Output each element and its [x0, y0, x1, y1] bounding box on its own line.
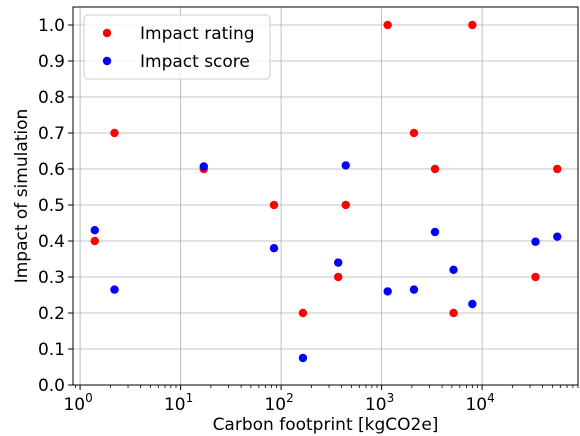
y-tick-label: 0.7 [38, 124, 65, 144]
y-tick-label: 0.3 [38, 268, 65, 288]
y-axis-label: Impact of simulation [12, 109, 32, 284]
axis-ticks: 0.0 0.1 0.2 0.3 0.4 0.5 0.6 0.7 0.8 0.9 1.0 100 101 1… [38, 16, 579, 415]
scatter-point [449, 308, 458, 318]
y-tick-label: 1.0 [38, 16, 65, 36]
scatter-point [531, 272, 540, 282]
legend-box [83, 14, 271, 80]
scatter-point [553, 164, 562, 174]
x-tick-label: 104 [465, 391, 494, 415]
y-tick-label: 0.5 [38, 196, 65, 216]
scatter-point [341, 161, 350, 170]
legend: Impact rating Impact score [83, 14, 271, 80]
scatter-point [110, 285, 119, 294]
scatter-point [90, 226, 99, 235]
scatter-point [341, 200, 350, 210]
legend-label: Impact rating [140, 24, 255, 44]
scatter-point [269, 244, 279, 253]
scatter-point [409, 128, 419, 138]
x-tick-label: 103 [365, 391, 394, 415]
x-axis-label: Carbon footprint [kgCO2e] [213, 415, 439, 435]
y-tick-label: 0.8 [38, 88, 65, 108]
y-tick-label: 0.2 [38, 304, 65, 324]
scatter-point [269, 200, 279, 210]
data-points [90, 20, 562, 363]
scatter-point [334, 272, 343, 282]
x-tick-label: 100 [63, 391, 92, 415]
y-tick-label: 0.1 [38, 340, 65, 360]
y-tick-label: 0.9 [38, 52, 65, 72]
plot-frame [72, 6, 579, 386]
y-tick-label: 0.4 [38, 232, 65, 252]
scatter-point [110, 128, 119, 138]
scatter-point [449, 265, 458, 274]
scatter-point [553, 232, 562, 241]
y-tick-label: 0.0 [38, 376, 65, 396]
x-tick-label: 102 [264, 391, 293, 415]
scatter-point [90, 236, 99, 246]
x-tick-label: 101 [164, 391, 193, 415]
scatter-point [334, 258, 343, 267]
scatter-point [409, 285, 419, 294]
scatter-point [430, 164, 440, 174]
scatter-point [298, 308, 308, 318]
legend-label: Impact score [140, 52, 250, 72]
legend-marker [102, 28, 112, 38]
y-tick-label: 0.6 [38, 160, 65, 180]
scatter-point [298, 353, 308, 363]
scatter-point [468, 20, 477, 30]
scatter-point [383, 287, 392, 296]
scatter-point [531, 237, 540, 246]
scatter-point [199, 162, 208, 171]
legend-marker [102, 56, 112, 66]
scatter-point [430, 227, 440, 237]
scatter-point [383, 20, 392, 30]
scatter-point [468, 299, 477, 309]
